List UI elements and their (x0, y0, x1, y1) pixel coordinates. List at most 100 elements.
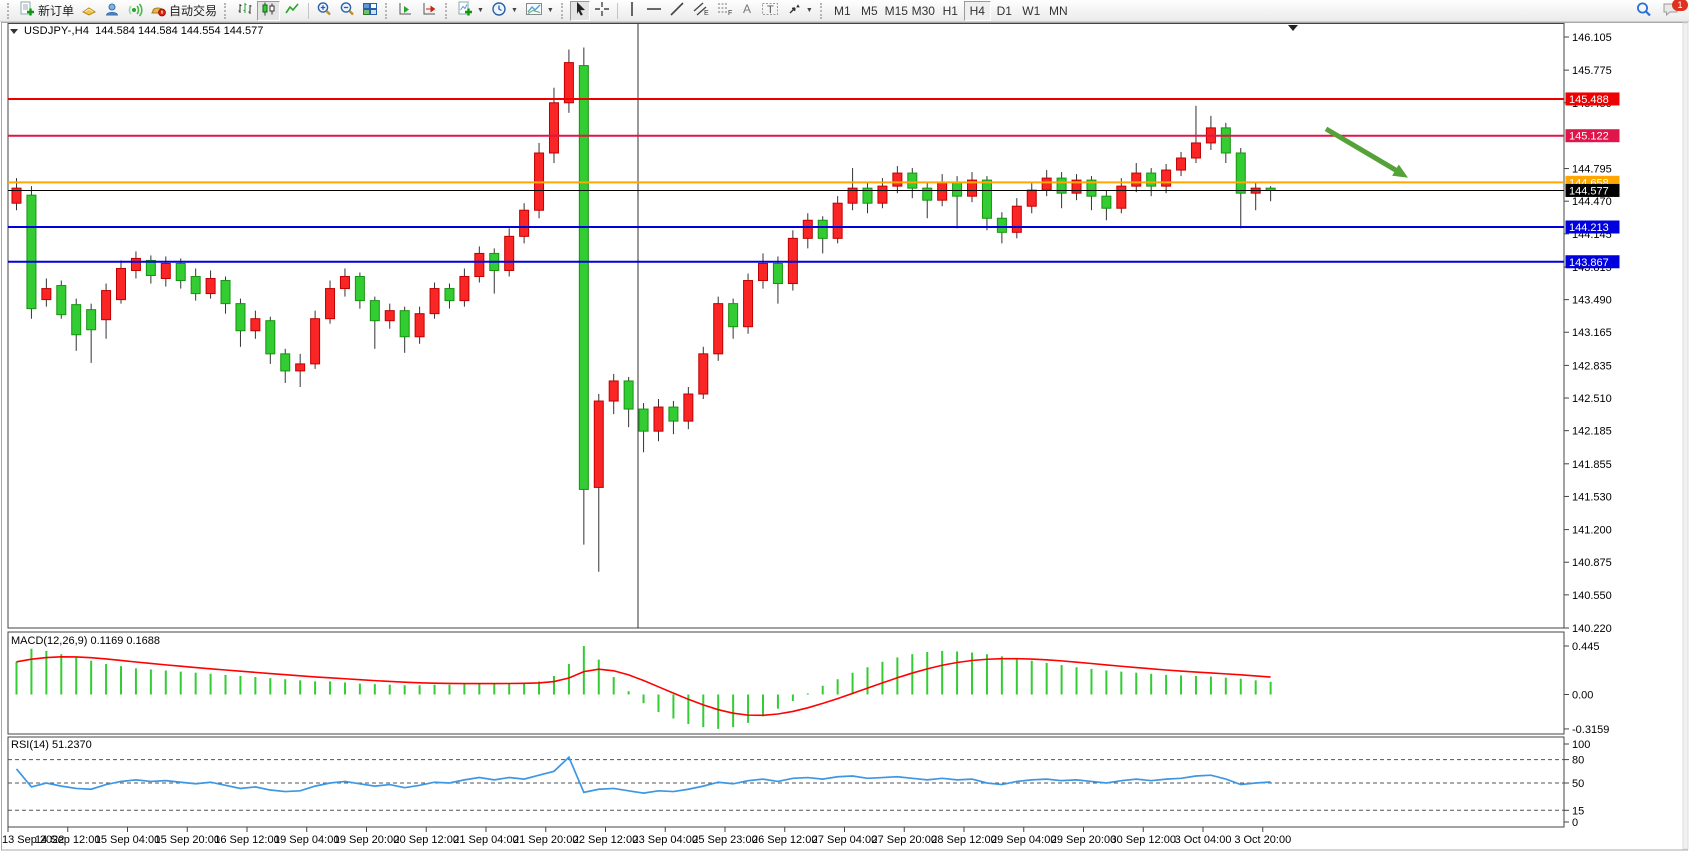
toolbar-grip[interactable] (819, 2, 825, 19)
bar-chart-button[interactable] (233, 1, 256, 21)
candlestick-chart-button[interactable] (257, 0, 281, 21)
line-chart-button[interactable] (281, 1, 304, 21)
trendline-tool-button[interactable] (666, 1, 688, 21)
chart-shift-icon (421, 1, 438, 20)
candlestick-icon (260, 1, 277, 20)
arrows-tool-button[interactable]: ▼ (783, 1, 816, 21)
candle-body (101, 290, 112, 321)
toolbar-right-group: 1 (1632, 0, 1688, 21)
arrow-annotation[interactable] (1324, 126, 1408, 178)
timeframe-h1-button[interactable]: H1 (937, 1, 964, 21)
new-chart-button[interactable]: ▼ (454, 1, 487, 21)
search-button[interactable] (1632, 1, 1655, 21)
candle-body (384, 310, 395, 322)
toolbar-grip[interactable] (385, 2, 390, 19)
cursor-button[interactable] (569, 0, 590, 21)
search-icon (1635, 1, 1652, 21)
templates-button[interactable]: ▼ (522, 1, 557, 21)
line-chart-icon (284, 1, 301, 20)
toolbar-grip[interactable] (224, 2, 229, 19)
candle-body (1116, 185, 1127, 209)
chart-menu-toggle-icon[interactable] (10, 28, 18, 34)
zoom-in-icon (316, 1, 332, 20)
candle-body (11, 187, 22, 204)
autotrading-label: 自动交易 (169, 4, 218, 18)
candle-body (429, 288, 440, 315)
profile-button[interactable] (101, 1, 123, 21)
timeframe-m15-button[interactable]: M15 (883, 1, 910, 21)
toolbar-grip[interactable] (445, 2, 450, 19)
candle-body (758, 262, 768, 282)
zoom-in-button[interactable] (313, 1, 335, 21)
channel-icon: E (692, 1, 709, 20)
candle-body (728, 303, 739, 328)
toolbar-grip[interactable] (7, 2, 12, 19)
horizontal-line-tool-button[interactable] (643, 1, 665, 21)
timeframe-d1-button[interactable]: D1 (991, 1, 1018, 21)
price-tick-label: 144.470 (1572, 196, 1612, 208)
macd-panel-frame (7, 631, 1565, 735)
price-tick-label: 140.550 (1572, 590, 1612, 602)
vertical-scrollbar[interactable] (1682, 22, 1689, 850)
fibonacci-tool-button[interactable]: F (713, 1, 736, 21)
text-tool-button[interactable]: A (737, 1, 757, 21)
signals-icon (127, 1, 143, 20)
chevron-down-icon: ▼ (546, 7, 554, 14)
price-tick-label: 141.200 (1572, 525, 1612, 537)
rsi-tick-label: 100 (1572, 739, 1590, 751)
text-tool-icon: A (740, 1, 754, 20)
candle-body (772, 262, 783, 285)
macd-indicator-label: MACD(12,26,9) 0.1169 0.1688 (11, 635, 160, 647)
time-tick-label: 25 Sep 23:00 (692, 834, 757, 846)
time-tick-label: 3 Oct 20:00 (1234, 834, 1291, 846)
notification-count-badge[interactable]: 1 (1672, 0, 1688, 11)
candle-body (250, 318, 261, 332)
label-tool-button[interactable]: T (758, 1, 782, 21)
vertical-line-tool-button[interactable] (622, 1, 642, 21)
candle-body (1190, 142, 1201, 159)
zoom-out-button[interactable] (336, 1, 358, 21)
new-order-button[interactable]: 新订单 (16, 1, 77, 21)
auto-scroll-button[interactable] (394, 1, 417, 21)
time-tick-label: 21 Sep 20:00 (513, 834, 578, 846)
candle-body (817, 219, 828, 239)
autotrading-button[interactable]: 自动交易 (147, 1, 220, 21)
time-tick-label: 29 Sep 20:00 (1051, 834, 1116, 846)
candle-body (593, 400, 604, 488)
candle-body (175, 262, 186, 282)
candles-layer (11, 47, 1276, 572)
candle-body (504, 235, 515, 271)
tile-windows-button[interactable] (359, 1, 381, 21)
candle-body (1235, 152, 1246, 194)
candle-body (310, 318, 321, 365)
rsi-tick-label: 0 (1572, 817, 1578, 829)
chart-shift-button[interactable] (418, 1, 441, 21)
candle-body (459, 276, 470, 302)
timeframe-m30-button[interactable]: M30 (910, 1, 937, 21)
candle-body (713, 303, 724, 355)
main-toolbar: 新订单 自动交易 (0, 0, 1689, 22)
timeframe-m5-button[interactable]: M5 (856, 1, 883, 21)
time-tick-label: 27 Sep 20:00 (872, 834, 937, 846)
candle-body (265, 320, 276, 355)
periods-button[interactable]: ▼ (488, 1, 521, 21)
price-axis: 146.105145.775145.450144.795144.470144.1… (1564, 32, 1612, 635)
candle-body (354, 276, 365, 302)
timeframe-mn-button[interactable]: MN (1045, 1, 1072, 21)
timeframe-m1-button[interactable]: M1 (829, 1, 856, 21)
candle-body (1131, 172, 1142, 187)
timeframe-h4-button[interactable]: H4 (963, 0, 991, 21)
crosshair-button[interactable] (591, 1, 613, 21)
scroll-to-end-marker[interactable] (1288, 25, 1298, 31)
candle-body (56, 285, 67, 316)
signals-button[interactable] (124, 1, 146, 21)
toolbar-grip[interactable] (560, 2, 566, 19)
price-badge-bg (1565, 255, 1620, 269)
chevron-down-icon: ▼ (510, 7, 518, 14)
market-watch-button[interactable] (78, 1, 100, 21)
timeframe-w1-button[interactable]: W1 (1018, 1, 1045, 21)
candle-body (1056, 177, 1067, 194)
channel-tool-button[interactable]: E (689, 1, 712, 21)
time-tick-label: 19 Sep 04:00 (274, 834, 339, 846)
